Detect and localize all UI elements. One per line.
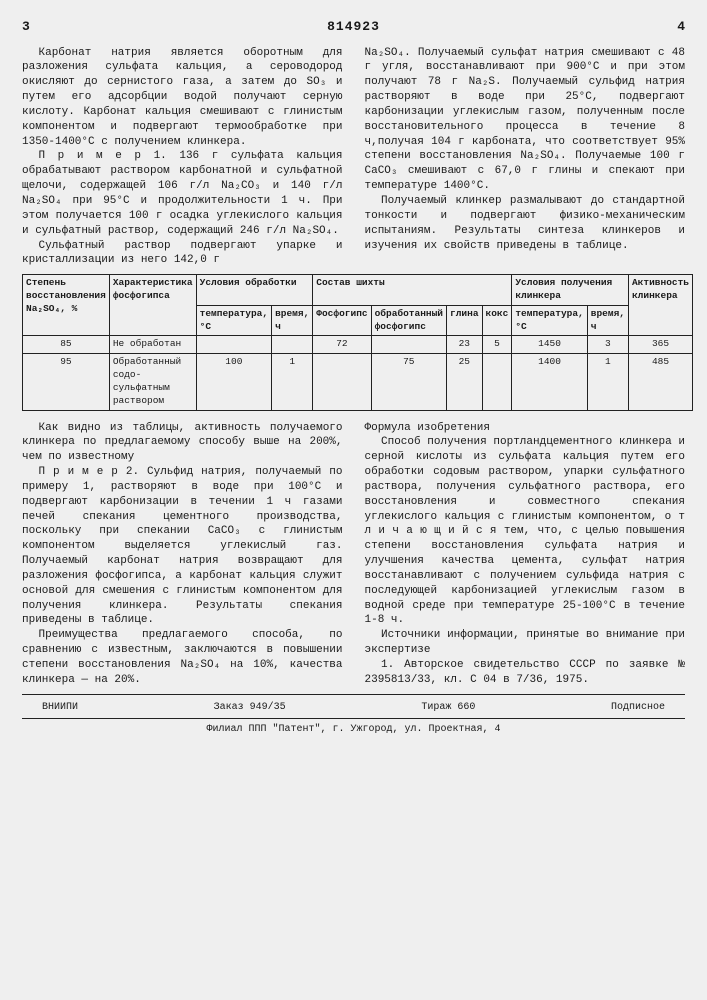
footer-org: ВНИИПИ [42, 701, 78, 715]
th-activity: Активность клинкера [628, 275, 692, 336]
col1-para-2: П р и м е р 1. 136 г сульфата кальция об… [22, 149, 343, 238]
table-header-row-1: Степень восстановления Na₂SO₄, % Характе… [23, 275, 693, 306]
footer-address: Филиал ППП "Патент", г. Ужгород, ул. Про… [22, 723, 685, 737]
footer-tirage: Тираж 660 [421, 701, 475, 715]
footer-order: Заказ 949/35 [214, 701, 286, 715]
col2-para-1: Na₂SO₄. Получаемый сульфат натрия смешив… [365, 46, 686, 194]
footer-sign: Подписное [611, 701, 665, 715]
table-row: 85 Не обработан 72 23 5 1450 3 365 [23, 336, 693, 354]
th-degree: Степень восстановления Na₂SO₄, % [23, 275, 110, 336]
th-temp2: температура, °С [512, 305, 587, 336]
col2-para-2: Получаемый клинкер размалывают до станда… [365, 194, 686, 253]
page-num-left: 3 [22, 18, 30, 36]
results-table: Степень восстановления Na₂SO₄, % Характе… [22, 274, 693, 410]
th-obr-phospho: обработанный фосфогипс [371, 305, 446, 336]
lower-col1-p2: П р и м е р 2. Сульфид натрия, получаемы… [22, 465, 343, 628]
footer-divider [22, 694, 685, 695]
sources-title: Источники информации, принятые во вниман… [365, 628, 686, 658]
col1-para-3: Сульфатный раствор подвергают упарке и к… [22, 239, 343, 269]
col1-para-1: Карбонат натрия является оборотным для р… [22, 46, 343, 150]
th-mix: Состав шихты [313, 275, 512, 306]
lower-col1-p1: Как видно из таблицы, активность получае… [22, 421, 343, 466]
th-phospho: Фосфогипс [313, 305, 371, 336]
th-clay: глина [447, 305, 483, 336]
th-coke: кокс [482, 305, 512, 336]
footer-block: ВНИИПИ Заказ 949/35 Тираж 660 Подписное … [22, 701, 685, 737]
footer-divider-2 [22, 718, 685, 719]
upper-text-columns: Карбонат натрия является оборотным для р… [22, 46, 685, 269]
formula-title: Формула изобретения [365, 421, 686, 436]
page-num-right: 4 [677, 18, 685, 36]
source-item: 1. Авторское свидетельство СССР по заявк… [365, 658, 686, 688]
document-number: 814923 [30, 18, 677, 36]
lower-col2-p1: Способ получения портландцементного клин… [365, 435, 686, 628]
th-time1: время, ч [272, 305, 313, 336]
th-char: Характеристика фосфогипса [109, 275, 196, 336]
page-header: 3 814923 4 [22, 18, 685, 36]
lower-col1-p3: Преимущества предлагаемого способа, по с… [22, 628, 343, 687]
th-time2: время, ч [587, 305, 628, 336]
table-row: 95 Обработанный содо-сульфатным растворо… [23, 354, 693, 410]
lower-text-columns: Как видно из таблицы, активность получае… [22, 421, 685, 688]
th-cond-clinker: Условия получения клинкера [512, 275, 629, 306]
th-cond-proc: Условия обработки [196, 275, 313, 306]
th-temp1: температура, °С [196, 305, 271, 336]
